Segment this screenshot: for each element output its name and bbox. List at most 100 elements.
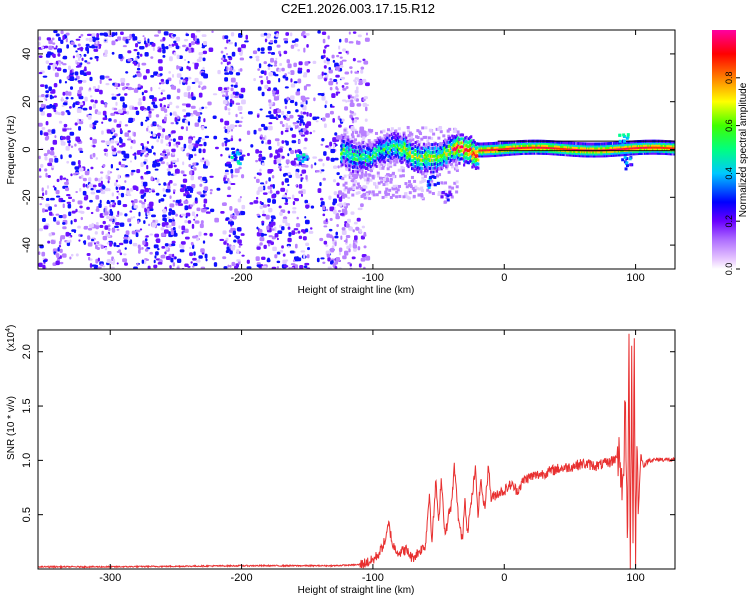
ridge-cell — [633, 142, 636, 146]
ridge-cell — [584, 150, 587, 154]
noise-cell — [173, 40, 177, 44]
ridge-cell — [474, 159, 478, 163]
ridge-cell — [572, 143, 576, 147]
ridge-cell — [572, 147, 576, 151]
ridge-cell — [576, 150, 579, 154]
noise-cell — [278, 77, 281, 83]
ridge-cell — [627, 142, 630, 146]
noise-cell — [362, 58, 366, 62]
ridge-cell — [626, 146, 629, 150]
noise-cell — [268, 177, 271, 182]
noise-cell — [168, 164, 173, 169]
ridge-cell — [374, 151, 377, 155]
noise-cell — [261, 213, 267, 217]
noise-cell — [268, 122, 273, 125]
noise-cell — [264, 84, 269, 90]
noise-cell — [230, 93, 235, 99]
ridge-cell — [438, 159, 441, 163]
noise-cell — [270, 57, 275, 63]
noise-cell — [78, 120, 84, 125]
noise-cell — [276, 44, 281, 48]
ridge-cell — [491, 153, 494, 157]
noise-cell — [184, 263, 189, 268]
ridge-cell — [643, 149, 647, 153]
ridge-cell — [598, 142, 602, 146]
noise-cell — [107, 30, 111, 36]
ridge-cell — [550, 144, 553, 148]
ridge-cell — [637, 152, 641, 156]
ridge-cell — [506, 140, 509, 144]
noise-cell — [323, 225, 328, 228]
noise-cell — [143, 75, 147, 80]
noise-cell — [160, 157, 163, 162]
ridge-cell — [468, 136, 472, 140]
ridge-cell — [649, 151, 652, 155]
noise-cell — [355, 226, 360, 231]
ridge-cell — [583, 152, 586, 156]
noise-cell — [144, 154, 149, 158]
noise-cell — [165, 45, 169, 50]
noise-cell — [189, 204, 194, 207]
ridge-cell — [634, 148, 637, 152]
ridge-cell — [645, 149, 648, 153]
ridge-cell — [493, 149, 496, 153]
ridge-cell — [594, 146, 597, 150]
ridge-cell — [571, 149, 574, 153]
noise-cell — [301, 164, 307, 168]
ridge-cell — [348, 168, 351, 172]
ridge-cell — [512, 148, 515, 152]
noise-cell — [352, 242, 356, 248]
ridge-cell — [624, 144, 628, 148]
ridge-cell — [487, 152, 491, 156]
ridge-cell — [589, 146, 592, 150]
ridge-cell — [375, 156, 378, 160]
ridge-cell — [578, 148, 582, 152]
noise-cell — [378, 190, 382, 194]
noise-cell — [212, 93, 218, 96]
ridge-cell — [402, 145, 405, 149]
noise-cell — [75, 136, 81, 142]
ridge-cell — [451, 146, 454, 150]
ridge-cell — [541, 149, 544, 153]
noise-cell — [267, 139, 272, 145]
noise-cell — [190, 241, 194, 246]
noise-cell — [75, 208, 78, 213]
ridge-cell — [470, 151, 473, 155]
ridge-cell — [617, 145, 621, 149]
ridge-cell — [650, 147, 654, 151]
ridge-cell — [431, 167, 434, 171]
noise-cell — [260, 51, 265, 54]
noise-cell — [88, 183, 93, 188]
noise-cell — [118, 54, 123, 59]
noise-cell — [260, 47, 265, 52]
ridge-cell — [526, 151, 530, 155]
noise-cell — [114, 225, 119, 229]
ridge-cell — [375, 141, 378, 145]
noise-cell — [328, 228, 333, 232]
ridge-cell — [576, 146, 579, 150]
noise-cell — [176, 73, 182, 78]
ridge-cell — [434, 158, 437, 162]
ridge-cell — [463, 163, 466, 167]
noise-cell — [157, 136, 160, 139]
noise-cell — [246, 259, 250, 264]
noise-cell — [54, 135, 57, 139]
ridge-cell — [546, 146, 550, 150]
noise-cell — [136, 169, 141, 174]
noise-cell — [124, 262, 128, 266]
ridge-cell — [490, 144, 493, 148]
ridge-cell — [381, 153, 384, 157]
noise-cell — [344, 221, 348, 224]
noise-cell — [153, 259, 156, 264]
noise-cell — [299, 265, 304, 269]
ridge-cell — [516, 152, 519, 156]
noise-cell — [225, 217, 230, 221]
ridge-cell — [435, 145, 439, 149]
noise-cell — [162, 128, 166, 133]
ridge-cell — [432, 170, 435, 174]
noise-cell — [82, 183, 86, 188]
noise-cell — [62, 222, 66, 225]
noise-cell — [58, 240, 62, 245]
ridge-cell — [582, 146, 585, 150]
noise-cell — [115, 244, 120, 248]
